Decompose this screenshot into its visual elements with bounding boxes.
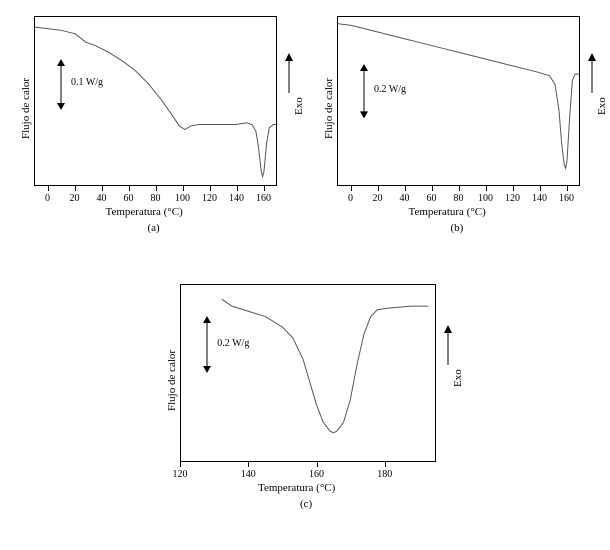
scalebar-label-c: 0.2 W/g: [217, 338, 249, 349]
plot-box-a: [34, 16, 277, 186]
xtick-b: [378, 186, 379, 191]
xtick-b: [459, 186, 460, 191]
scalebar-c: [200, 316, 214, 373]
xticklabel-b: 140: [528, 193, 552, 204]
xticklabel-c: 160: [305, 469, 329, 480]
xtick-c: [317, 462, 318, 467]
scalebar-a: [54, 59, 68, 110]
xtick-c: [248, 462, 249, 467]
xlabel-b: Temperatura (°C): [409, 206, 486, 218]
xticklabel-b: 80: [447, 193, 471, 204]
xticklabel-a: 0: [36, 193, 60, 204]
xlabel-a: Temperatura (°C): [106, 206, 183, 218]
xticklabel-a: 160: [252, 193, 276, 204]
xtick-b: [540, 186, 541, 191]
xticklabel-b: 60: [420, 193, 444, 204]
plot-box-c: [180, 284, 436, 462]
xticklabel-b: 120: [501, 193, 525, 204]
xtick-c: [385, 462, 386, 467]
xtick-a: [264, 186, 265, 191]
xticklabel-c: 120: [168, 469, 192, 480]
xtick-b: [486, 186, 487, 191]
xtick-a: [183, 186, 184, 191]
xticklabel-c: 140: [236, 469, 260, 480]
xticklabel-a: 80: [144, 193, 168, 204]
scalebar-label-b: 0.2 W/g: [374, 84, 406, 95]
plot-box-b: [337, 16, 580, 186]
sublabel-c: (c): [300, 498, 312, 510]
exo-arrow-b: [586, 53, 598, 93]
xticklabel-c: 180: [373, 469, 397, 480]
scalebar-label-a: 0.1 W/g: [71, 77, 103, 88]
xtick-b: [351, 186, 352, 191]
xtick-b: [513, 186, 514, 191]
xticklabel-a: 140: [225, 193, 249, 204]
xtick-a: [210, 186, 211, 191]
exo-label-c: Exo: [452, 369, 464, 387]
curve-c: [181, 285, 435, 461]
xlabel-c: Temperatura (°C): [258, 482, 335, 494]
xticklabel-a: 120: [198, 193, 222, 204]
xtick-a: [129, 186, 130, 191]
xticklabel-a: 20: [63, 193, 87, 204]
ylabel-c: Flujo de calor: [166, 350, 178, 411]
exo-arrow-c: [442, 325, 454, 365]
xtick-b: [405, 186, 406, 191]
xticklabel-a: 40: [90, 193, 114, 204]
xticklabel-b: 100: [474, 193, 498, 204]
xticklabel-b: 0: [339, 193, 363, 204]
xtick-a: [48, 186, 49, 191]
curve-a: [35, 17, 276, 185]
ylabel-a: Flujo de calor: [20, 78, 32, 139]
exo-arrow-a: [283, 53, 295, 93]
ylabel-b: Flujo de calor: [323, 78, 335, 139]
exo-label-a: Exo: [293, 97, 305, 115]
xticklabel-b: 20: [366, 193, 390, 204]
xticklabel-a: 100: [171, 193, 195, 204]
sublabel-a: (a): [148, 222, 160, 234]
xtick-a: [75, 186, 76, 191]
xticklabel-b: 160: [555, 193, 579, 204]
scalebar-b: [357, 64, 371, 118]
exo-label-b: Exo: [596, 97, 608, 115]
sublabel-b: (b): [451, 222, 464, 234]
xtick-c: [180, 462, 181, 467]
xtick-b: [432, 186, 433, 191]
xtick-a: [102, 186, 103, 191]
xtick-a: [237, 186, 238, 191]
xtick-a: [156, 186, 157, 191]
xticklabel-b: 40: [393, 193, 417, 204]
xtick-b: [567, 186, 568, 191]
curve-b: [338, 17, 579, 185]
xticklabel-a: 60: [117, 193, 141, 204]
